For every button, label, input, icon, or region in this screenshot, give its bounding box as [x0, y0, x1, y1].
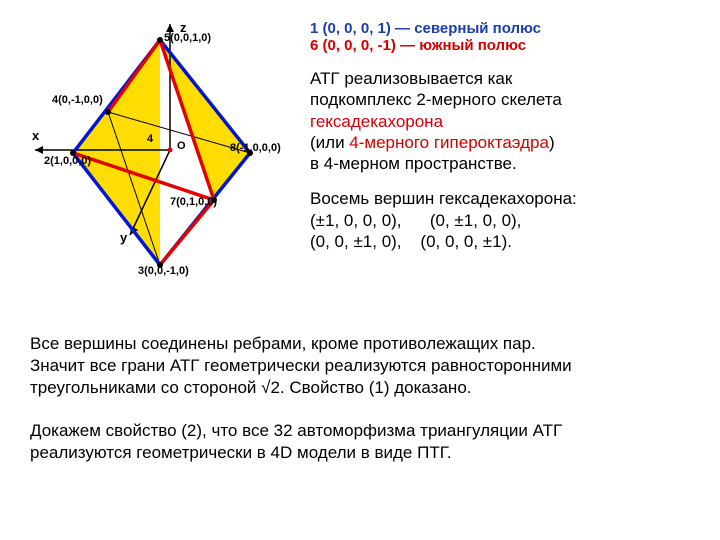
main-paragraph: АТГ реализовывается как подкомплекс 2-ме…	[310, 68, 690, 174]
vertex-8-label: 8(-1,0,0,0)	[230, 142, 281, 154]
bottom-paragraphs: Все вершины соединены ребрами, кроме про…	[30, 333, 690, 464]
vertex-3-label: 3(0,0,-1,0)	[138, 265, 189, 277]
center-4-label: 4	[147, 133, 153, 145]
vertices-row2: (0, 0, ±1, 0), (0, 0, 0, ±1).	[310, 232, 512, 251]
vertices-intro: Восемь вершин гексадекахорона:	[310, 189, 577, 208]
axis-y-label: y	[120, 230, 127, 245]
para-line3b: )	[549, 133, 555, 152]
vertices-block: Восемь вершин гексадекахорона: (±1, 0, 0…	[310, 188, 690, 252]
bottom-line3: треугольниками со стороной √2. Свойство …	[30, 378, 472, 397]
vertex-2-label: 2(1,0,0,0)	[44, 155, 91, 167]
hexadecachoron-word: гексадекахорона	[310, 112, 443, 131]
bottom-line2: Значит все грани АТГ геометрически реали…	[30, 356, 572, 375]
bottom-line5: реализуются геометрически в 4D модели в …	[30, 443, 452, 462]
para-line1: АТГ реализовывается как	[310, 69, 512, 88]
hyperoctahedron-word: 4-мерного гипероктаэдра	[349, 133, 549, 152]
south-pole-line: 6 (0, 0, 0, -1) — южный полюс	[310, 37, 690, 54]
para-line4: в 4-мерном пространстве.	[310, 154, 517, 173]
vertex-4-label: 4(0,-1,0,0)	[52, 94, 103, 106]
bottom-line1: Все вершины соединены ребрами, кроме про…	[30, 334, 536, 353]
right-text-column: 1 (0, 0, 0, 1) — северный полюс 6 (0, 0,…	[310, 20, 690, 305]
vertex-5-label: 5(0,0,1,0)	[164, 32, 211, 44]
bottom-line4: Докажем свойство (2), что все 32 автомор…	[30, 421, 562, 440]
vertex-7-label: 7(0,1,0,0)	[170, 196, 217, 208]
axis-x-label: x	[32, 128, 39, 143]
octahedron-diagram: x z y 5(0,0,1,0) 2(1,0,0,0) 4(0,-1,0,0) …	[30, 20, 290, 305]
vertices-row1: (±1, 0, 0, 0), (0, ±1, 0, 0),	[310, 211, 521, 230]
north-pole-line: 1 (0, 0, 0, 1) — северный полюс	[310, 20, 690, 37]
para-line3a: (или	[310, 133, 349, 152]
center-O-label: O	[177, 140, 186, 152]
para-line2: подкомплекс 2-мерного скелета	[310, 90, 562, 109]
